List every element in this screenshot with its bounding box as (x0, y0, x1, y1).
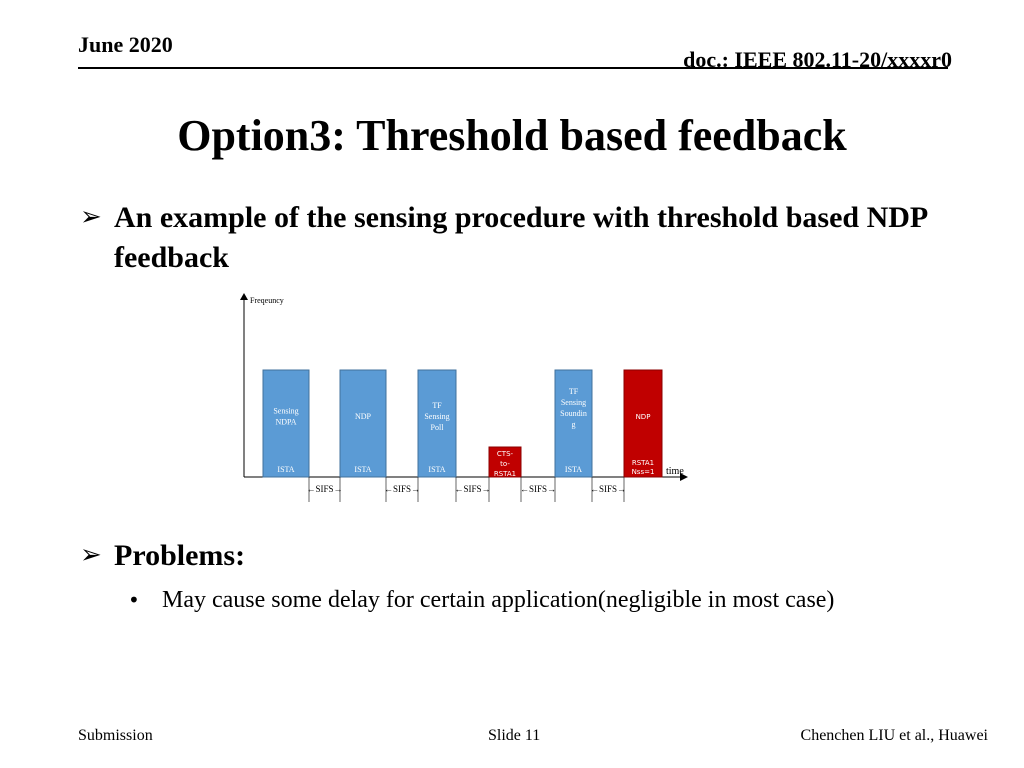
frame-sender-label: ISTA (565, 465, 582, 474)
frame-label: Soundin (560, 409, 587, 418)
x-axis-arrowhead (680, 473, 688, 481)
frame-box (339, 369, 387, 478)
frame-label: Poll (431, 423, 445, 432)
arrow-bullet-icon: ➢ (80, 202, 102, 232)
frame-label: Sensing (424, 412, 449, 421)
diagram-canvas: Freqeuncy time Sensing NDPA ISTA NDP ISTA TF Sen… (240, 293, 688, 502)
header-date: June 2020 (78, 32, 173, 57)
frame-label: Sensing (273, 407, 298, 416)
sifs-label: ←SIFS→ (590, 484, 626, 494)
footer-authors: Chenchen LIU et al., Huawei (800, 727, 988, 744)
bullet-problems-text: Problems: (114, 539, 246, 572)
dot-bullet-icon: • (128, 588, 140, 612)
frame-sender-label: ISTA (428, 465, 445, 474)
frame-label: g (572, 420, 576, 429)
header-divider (78, 67, 948, 69)
sifs-label: ←SIFS→ (306, 484, 342, 494)
sifs-label: ←SIFS→ (520, 484, 556, 494)
bullet-example: ➢ An example of the sensing procedure wi… (80, 198, 984, 278)
frame-label: to- (500, 460, 510, 468)
frame-label: RSTA1 (494, 470, 516, 478)
sub-bullet-text: May cause some delay for certain applica… (162, 587, 835, 613)
frame-sender-label: RSTA1 (632, 459, 654, 467)
y-axis-label: Freqeuncy (250, 296, 284, 305)
header-doc-id: doc.: IEEE 802.11-20/xxxxr0 (683, 47, 952, 72)
slide-title: Option3: Threshold based feedback (177, 111, 847, 160)
bullet-example-text: An example of the sensing procedure with… (114, 201, 927, 274)
sub-bullet: • May cause some delay for certain appli… (128, 584, 834, 616)
frame-label: Sensing (561, 398, 586, 407)
arrow-bullet-icon: ➢ (80, 540, 102, 570)
x-axis-label: time (666, 466, 684, 477)
sifs-label: ←SIFS→ (454, 484, 490, 494)
frame-sender-label: ISTA (277, 465, 294, 474)
frame-box (488, 446, 522, 478)
sifs-label: ←SIFS→ (384, 484, 420, 494)
bullet-problems: ➢ Problems: (80, 536, 245, 576)
frame-box (554, 369, 593, 478)
footer-slide-number: Slide 11 (488, 727, 541, 744)
frame-box (262, 369, 310, 478)
frame-sender-label: ISTA (354, 465, 371, 474)
frame-label: NDP (355, 412, 372, 421)
frame-label: CTS- (497, 450, 514, 458)
frame-label: NDPA (275, 418, 296, 427)
frame-box (417, 369, 457, 478)
frame-sender-label: Nss=1 (632, 468, 655, 476)
y-axis-arrowhead (240, 293, 248, 300)
frame-label: TF (432, 401, 442, 410)
frame-box (623, 369, 663, 478)
frame-label: TF (569, 387, 579, 396)
frame-label: NDP (636, 413, 651, 421)
sensing-procedure-diagram: Freqeuncy time Sensing NDPA ISTA NDP ISTA TF Sen… (230, 290, 700, 510)
footer-submission: Submission (78, 727, 153, 744)
